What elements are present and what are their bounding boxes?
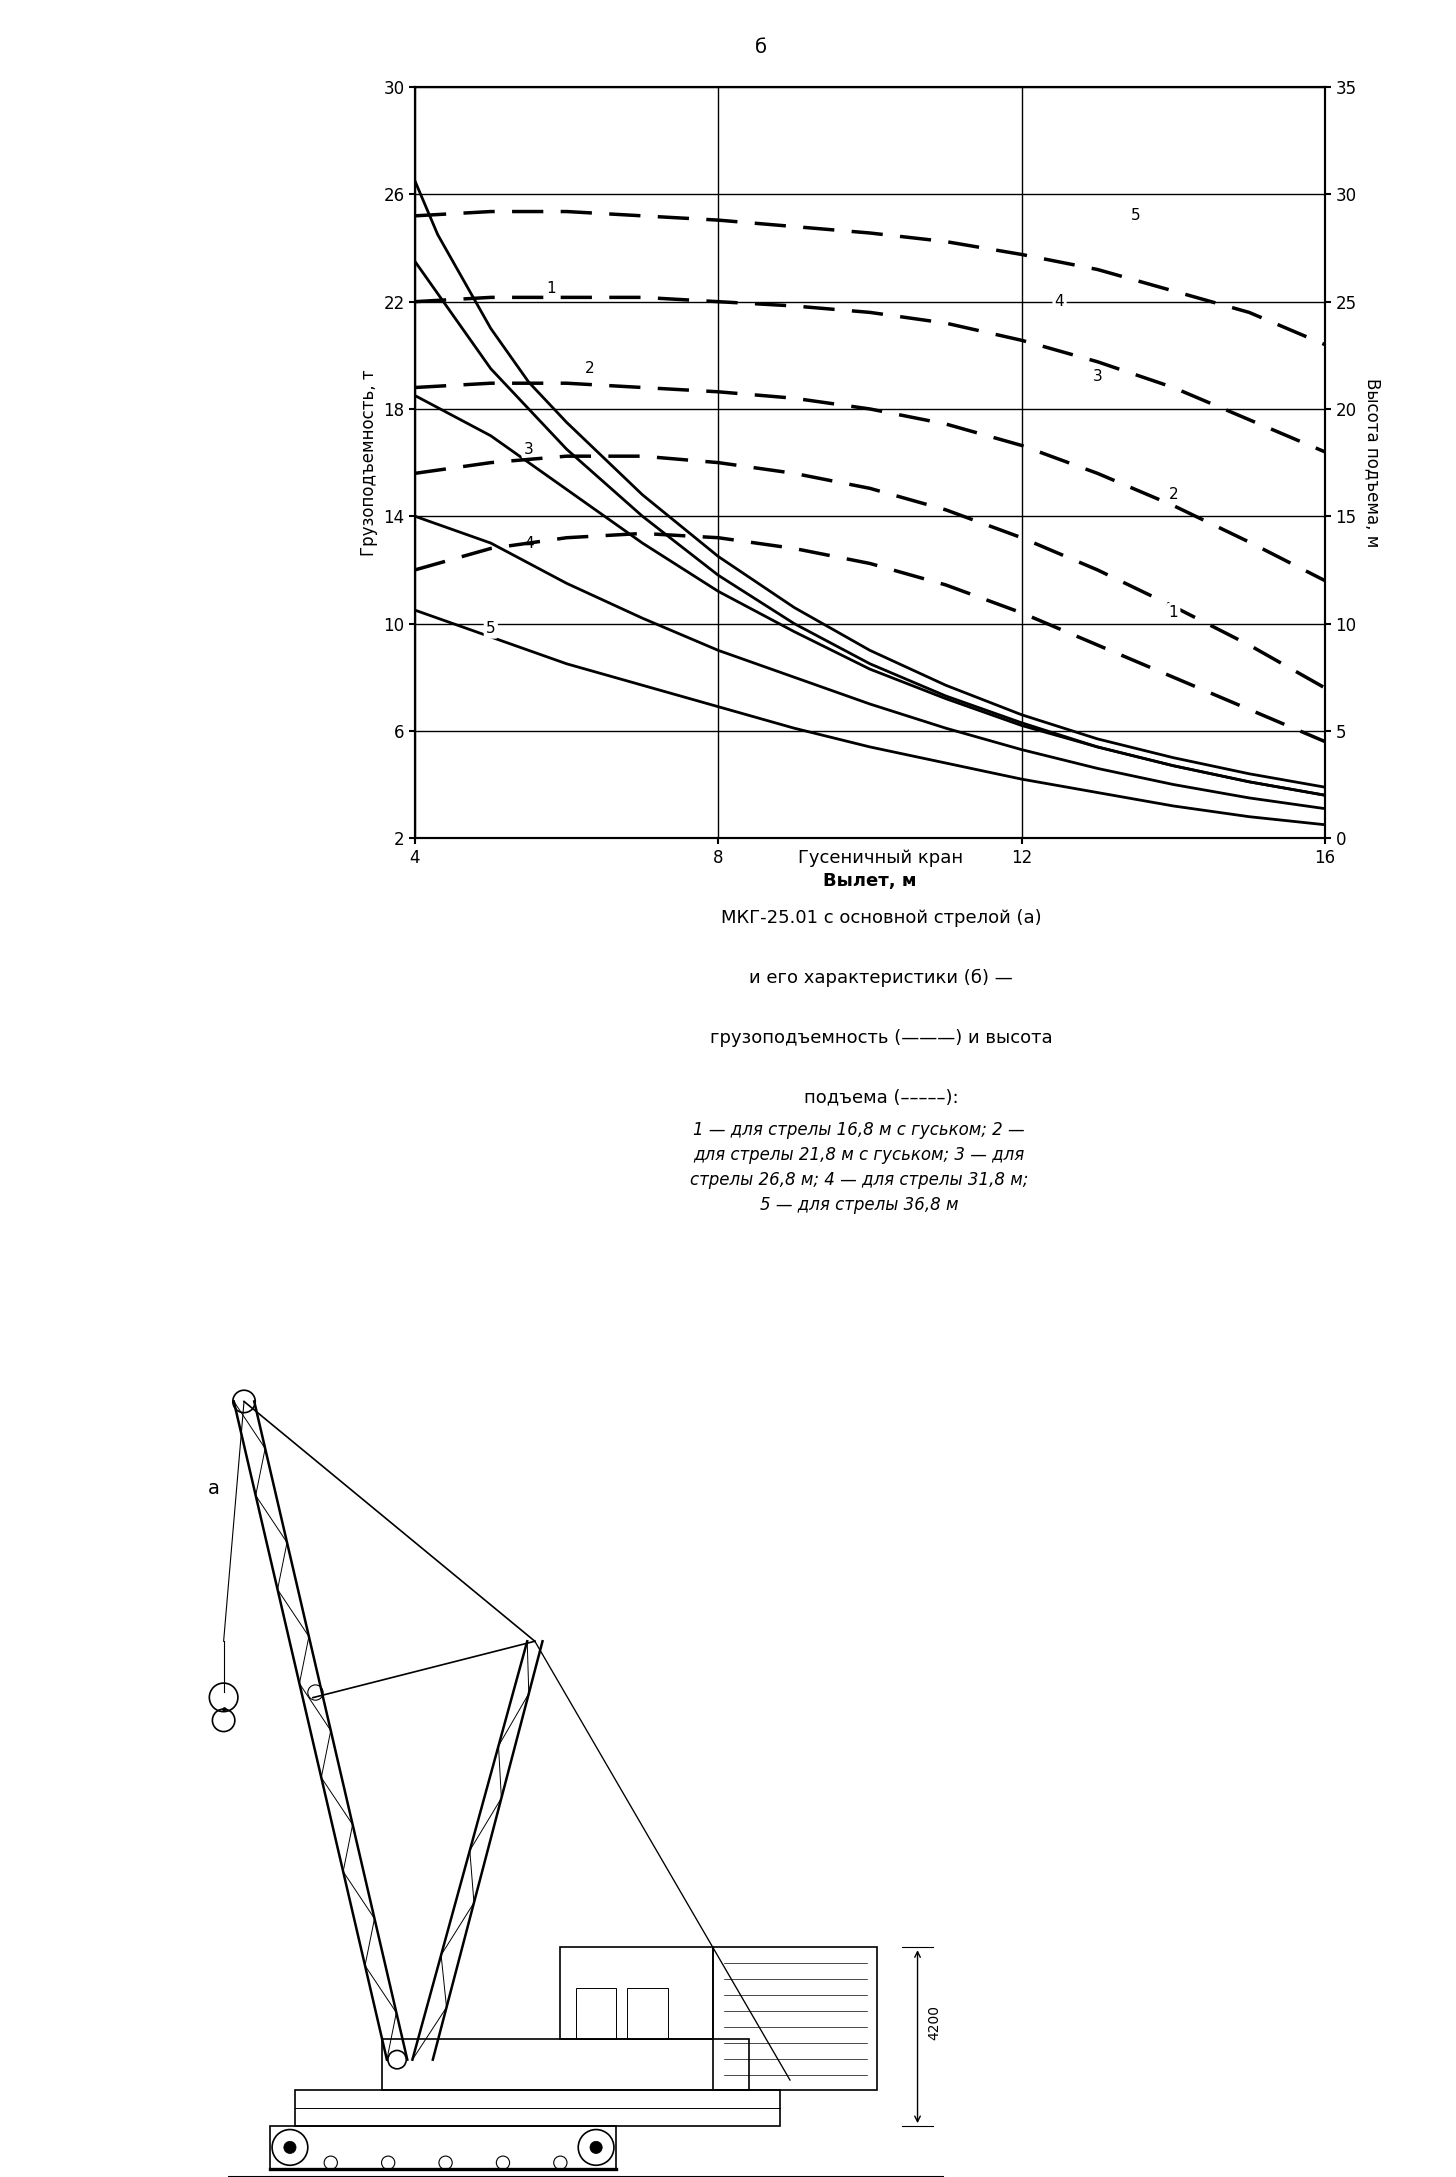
Text: а: а — [207, 1478, 220, 1498]
Text: Гусеничный кран: Гусеничный кран — [798, 849, 964, 866]
X-axis label: Вылет, м: Вылет, м — [823, 873, 917, 890]
Text: 3: 3 — [524, 442, 533, 457]
Text: 1 — для стрелы 16,8 м с гуськом; 2 —
для стрелы 21,8 м с гуськом; 3 — для
стрелы: 1 — для стрелы 16,8 м с гуськом; 2 — для… — [690, 1121, 1028, 1215]
Text: 2: 2 — [1169, 488, 1178, 503]
Circle shape — [284, 2142, 296, 2153]
Text: 3: 3 — [1092, 370, 1102, 385]
Text: 1: 1 — [546, 281, 556, 296]
Text: подъема (–––––):: подъема (–––––): — [804, 1088, 958, 1106]
Y-axis label: Высота подъема, м: Высота подъема, м — [1363, 379, 1382, 546]
Bar — [575, 1988, 616, 2040]
Bar — [626, 1988, 667, 2040]
Text: 2: 2 — [584, 361, 594, 377]
Text: 1: 1 — [1169, 605, 1178, 620]
Bar — [561, 1948, 713, 2040]
Text: 5: 5 — [1130, 209, 1140, 224]
Bar — [381, 2040, 750, 2090]
Circle shape — [590, 2142, 603, 2153]
Bar — [269, 2127, 616, 2168]
Text: 4: 4 — [524, 536, 533, 551]
Text: и его характеристики (б) —: и его характеристики (б) — — [748, 969, 1013, 986]
Bar — [296, 2090, 780, 2127]
Y-axis label: Грузоподъемность, т: Грузоподъемность, т — [360, 370, 377, 555]
Text: МКГ-25.01 с основной стрелой (а): МКГ-25.01 с основной стрелой (а) — [721, 910, 1041, 927]
Bar — [713, 1948, 877, 2090]
Text: 5: 5 — [486, 620, 495, 636]
Text: грузоподъемность (———) и высота: грузоподъемность (———) и высота — [709, 1028, 1053, 1047]
Text: 4: 4 — [1054, 294, 1064, 309]
Text: б: б — [754, 37, 767, 57]
Text: 4200: 4200 — [927, 2005, 942, 2040]
